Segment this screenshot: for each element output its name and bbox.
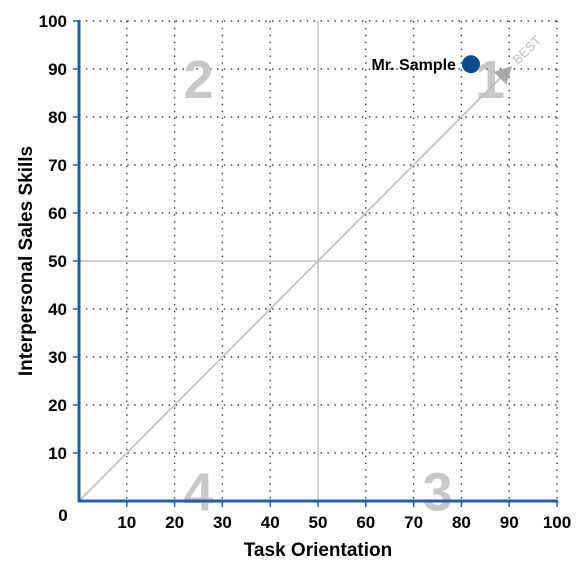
y-tick-label: 80 bbox=[48, 108, 67, 127]
x-tick-label: 20 bbox=[165, 513, 184, 532]
quadrant-label-bottom-left: 4 bbox=[183, 463, 213, 523]
x-tick-label: 60 bbox=[356, 513, 375, 532]
x-tick-label: 50 bbox=[309, 513, 328, 532]
origin-tick-label: 0 bbox=[58, 506, 67, 525]
y-tick-label: 40 bbox=[48, 300, 67, 319]
tick-labels: 10 20 30 40 50 60 70 80 90 1001020304050607080901… bbox=[39, 12, 572, 532]
data-point-label: Mr. Sample bbox=[371, 57, 456, 74]
y-tick-label: 100 bbox=[39, 12, 67, 31]
y-tick-label: 70 bbox=[48, 156, 67, 175]
quadrant-labels: 1 2 3 4 bbox=[183, 50, 505, 523]
y-tick-label: 50 bbox=[48, 252, 67, 271]
x-tick-label: 80 bbox=[452, 513, 471, 532]
axes bbox=[73, 20, 558, 507]
quadrant-label-top-left: 2 bbox=[183, 50, 213, 110]
quadrant-label-top-right: 1 bbox=[475, 50, 505, 110]
diagonal-arrowhead bbox=[493, 66, 513, 85]
x-tick-label: 10 bbox=[117, 513, 136, 532]
x-tick-label: 40 bbox=[261, 513, 280, 532]
y-axis-title: Interpersonal Sales Skills bbox=[16, 146, 37, 376]
y-tick-label: 90 bbox=[48, 60, 67, 79]
data-point bbox=[461, 55, 480, 74]
x-axis-title: Task Orientation bbox=[244, 540, 393, 561]
y-tick-label: 30 bbox=[48, 348, 67, 367]
x-tick-label: 30 bbox=[213, 513, 232, 532]
diagonal-line bbox=[78, 68, 510, 502]
x-tick-label: 90 bbox=[500, 513, 519, 532]
data-points: Mr. Sample bbox=[371, 55, 480, 74]
y-tick-label: 20 bbox=[48, 396, 67, 415]
x-tick-label: 70 bbox=[404, 513, 423, 532]
y-tick-label: 10 bbox=[48, 444, 67, 463]
x-tick-label: 100 bbox=[543, 513, 571, 532]
diagonal-best-label: BEST bbox=[509, 32, 544, 67]
quadrant-label-bottom-right: 3 bbox=[422, 463, 452, 523]
y-tick-label: 60 bbox=[48, 204, 67, 223]
